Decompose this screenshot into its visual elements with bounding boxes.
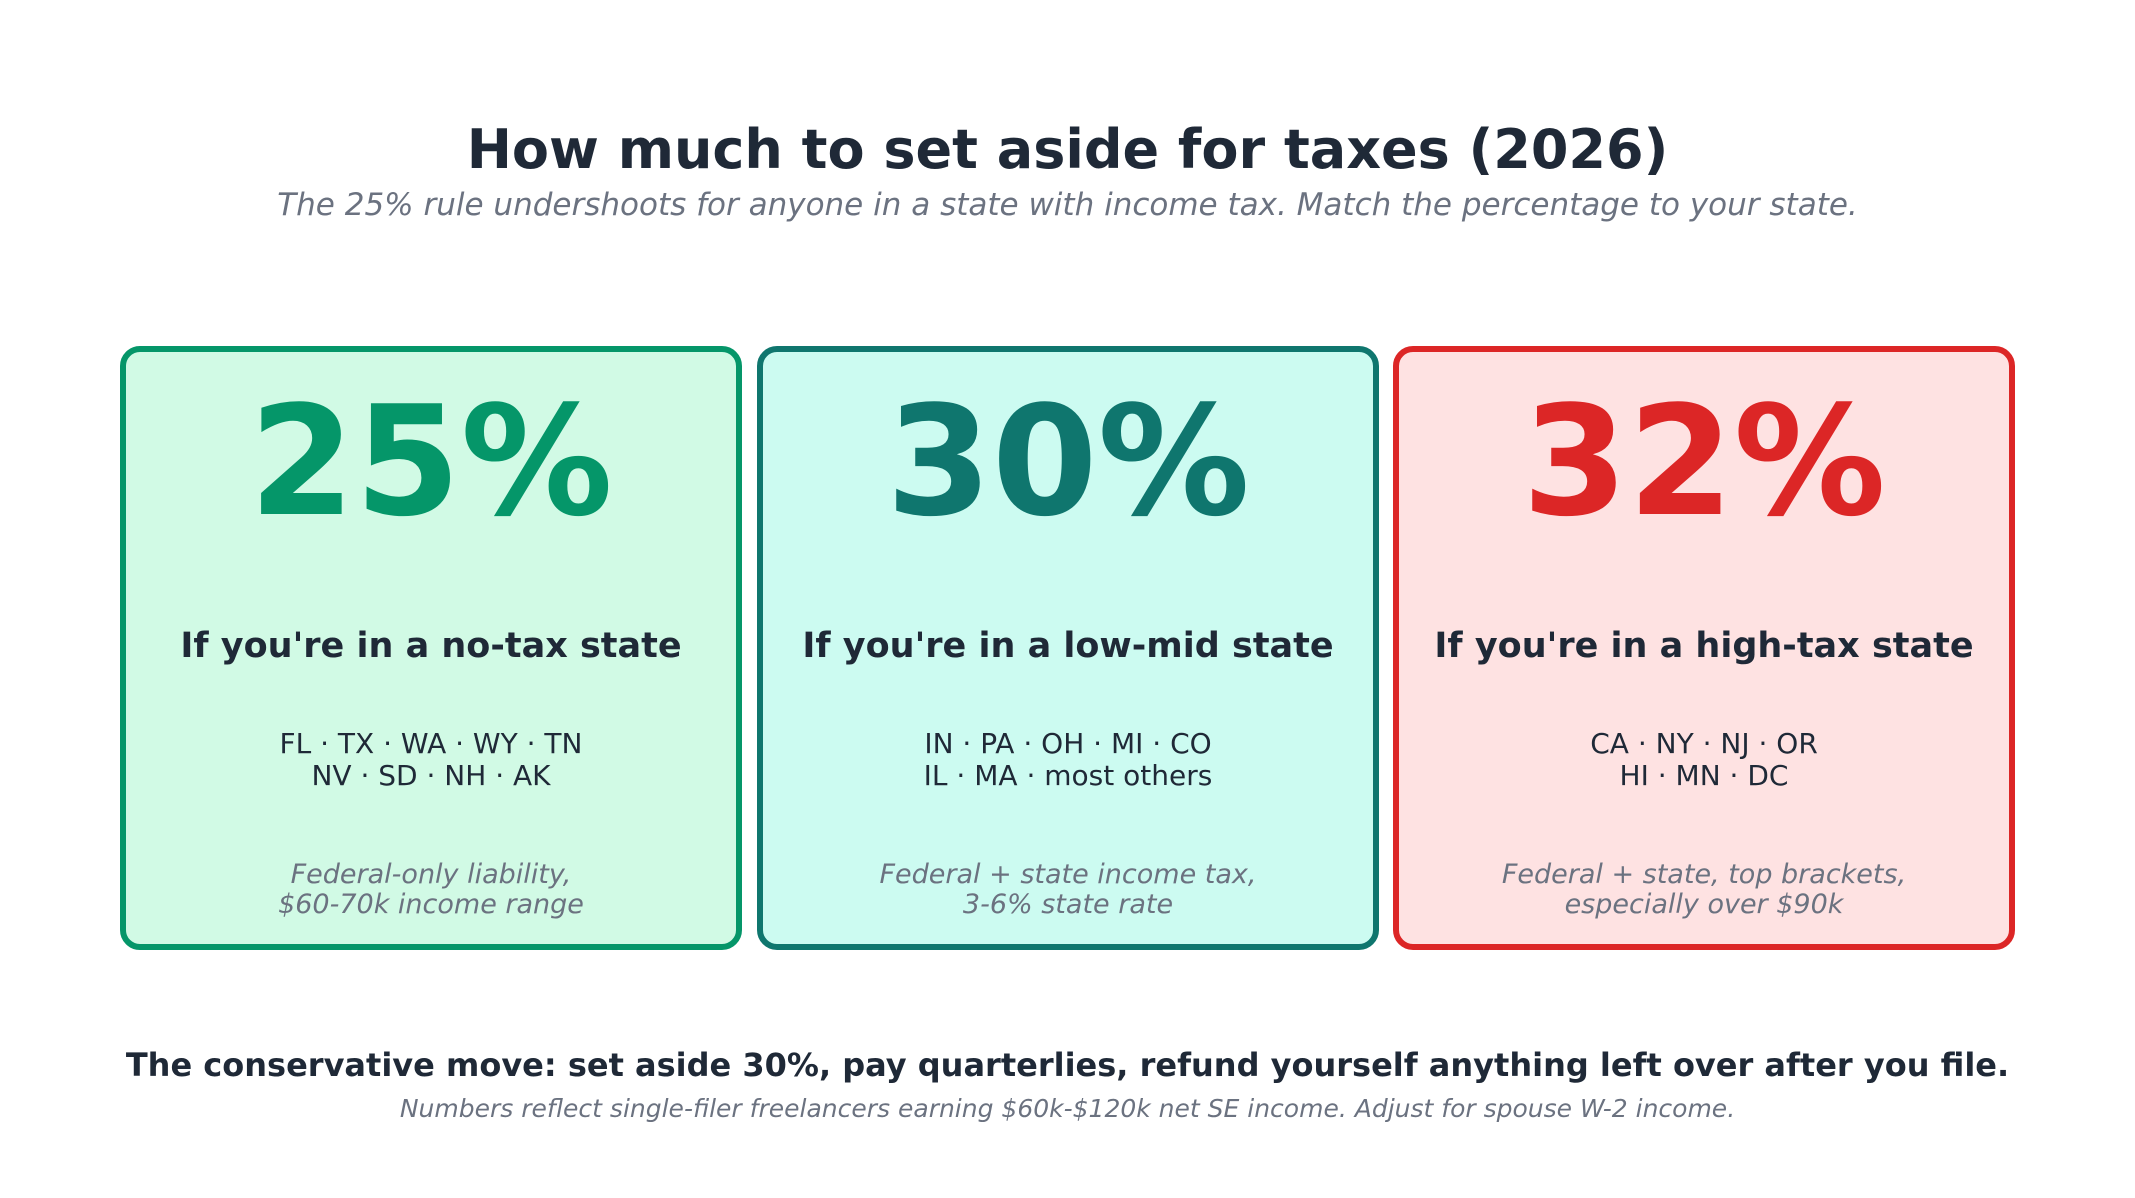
states-line-2: NV · SD · NH · AK — [311, 759, 551, 792]
note-line-1: Federal-only liability, — [290, 859, 572, 890]
card-low-mid-state: 30% If you're in a low-mid state IN · PA… — [757, 346, 1379, 950]
card-states-list: IN · PA · OH · MI · CO IL · MA · most ot… — [763, 728, 1373, 792]
card-note: Federal + state income tax, 3-6% state r… — [763, 860, 1373, 920]
card-heading: If you're in a low-mid state — [802, 626, 1334, 666]
card-states-list: CA · NY · NJ · OR HI · MN · DC — [1399, 728, 2009, 792]
footer-note: Numbers reflect single-filer freelancers… — [399, 1094, 1736, 1123]
footer-recommendation: The conservative move: set aside 30%, pa… — [125, 1046, 2010, 1084]
note-line-2: 3-6% state rate — [962, 889, 1174, 920]
page-subtitle: The 25% rule undershoots for anyone in a… — [277, 187, 1858, 223]
states-line-1: FL · TX · WA · WY · TN — [279, 727, 583, 760]
card-no-tax-state: 25% If you're in a no-tax state FL · TX … — [120, 346, 742, 950]
states-line-1: IN · PA · OH · MI · CO — [924, 727, 1212, 760]
card-percentage: 30% — [886, 373, 1250, 550]
note-line-2: especially over $90k — [1564, 889, 1844, 920]
note-line-1: Federal + state, top brackets, — [1501, 859, 1907, 890]
page-title: How much to set aside for taxes (2026) — [466, 118, 1669, 181]
note-line-2: $60-70k income range — [278, 889, 584, 920]
states-line-2: IL · MA · most others — [923, 759, 1213, 792]
note-line-1: Federal + state income tax, — [879, 859, 1257, 890]
card-heading: If you're in a no-tax state — [180, 626, 682, 666]
card-percentage: 25% — [249, 373, 613, 550]
card-note: Federal-only liability, $60-70k income r… — [126, 860, 736, 920]
card-states-list: FL · TX · WA · WY · TN NV · SD · NH · AK — [126, 728, 736, 792]
card-percentage: 32% — [1522, 373, 1886, 550]
card-note: Federal + state, top brackets, especiall… — [1399, 860, 2009, 920]
states-line-2: HI · MN · DC — [1619, 759, 1789, 792]
states-line-1: CA · NY · NJ · OR — [1590, 727, 1818, 760]
card-high-tax-state: 32% If you're in a high-tax state CA · N… — [1393, 346, 2015, 950]
card-heading: If you're in a high-tax state — [1434, 626, 1974, 666]
